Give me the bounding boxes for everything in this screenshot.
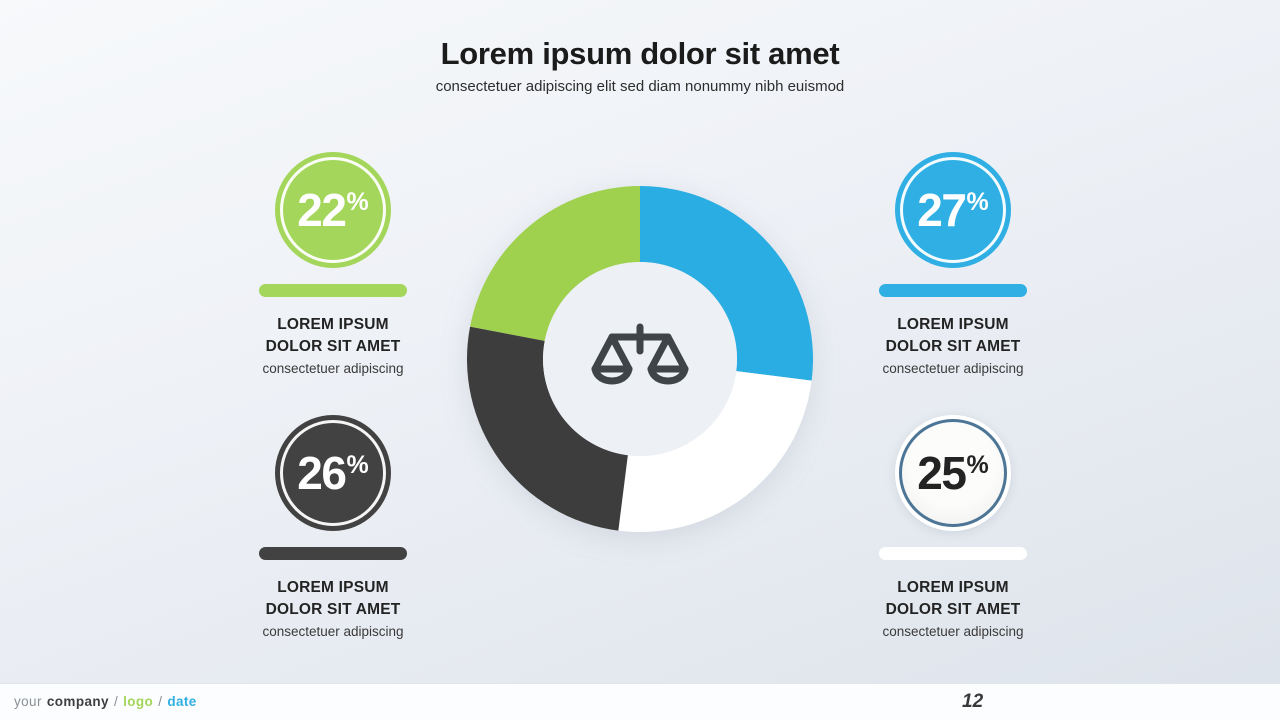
stat-block-dark: 26 % LOREM IPSUM DOLOR SIT AMET consecte… [243,415,423,639]
stat-block-blue: 27 % LOREM IPSUM DOLOR SIT AMET consecte… [863,152,1043,376]
stat-circle-inner-ring [280,157,386,263]
stat-circle-white: 25 % [895,415,1011,531]
slide-footer: your company / logo / date 12 [0,683,1280,720]
stat-heading-line2: DOLOR SIT AMET [265,338,401,355]
stat-circle-blue: 27 % [895,152,1011,268]
stat-subtext: consectetuer adipiscing [262,361,404,376]
footer-separator: / [113,694,119,709]
stat-value: 27 [917,184,967,236]
donut-segment-blue [640,186,813,381]
donut-chart-svg [467,186,813,532]
percent-sign: % [346,451,369,479]
stat-block-white: 25 % LOREM IPSUM DOLOR SIT AMET consecte… [863,415,1043,639]
page-number: 12 [962,691,984,712]
footer-brand: your company / logo / date [14,694,197,709]
scales-of-justice-icon [591,323,689,385]
footer-company: company [46,694,109,709]
page-title: Lorem ipsum dolor sit amet [440,36,840,71]
stat-percentage: 26 % [297,450,368,496]
donut-chart-hole [543,262,737,456]
stat-value: 22 [297,184,347,236]
stat-heading: LOREM IPSUM DOLOR SIT AMET [266,577,401,621]
stat-heading-line1: LOREM IPSUM [277,316,389,333]
stat-value: 26 [297,447,347,499]
stat-underline-bar [259,284,407,297]
stat-circle-inner-ring [900,157,1006,263]
footer-logo: logo [123,694,154,709]
stat-heading: LOREM IPSUM DOLOR SIT AMET [886,577,1021,621]
stat-subtext: consectetuer adipiscing [262,624,404,639]
percent-sign: % [966,188,989,216]
stat-heading: LOREM IPSUM DOLOR SIT AMET [266,314,401,358]
footer-your: your [14,694,42,709]
stat-heading-line1: LOREM IPSUM [277,579,389,596]
stat-heading-line2: DOLOR SIT AMET [885,601,1021,618]
stat-circle-green: 22 % [275,152,391,268]
stat-subtext: consectetuer adipiscing [882,624,1024,639]
stat-heading-line1: LOREM IPSUM [897,316,1009,333]
stat-underline-bar [879,547,1027,560]
stat-heading-line2: DOLOR SIT AMET [265,601,401,618]
stat-block-green: 22 % LOREM IPSUM DOLOR SIT AMET consecte… [243,152,423,376]
stat-percentage: 25 % [917,450,988,496]
stat-underline-bar [259,547,407,560]
donut-segment-white [618,371,812,532]
donut-chart [467,186,813,532]
donut-segment-dark [467,326,628,531]
stat-heading-line2: DOLOR SIT AMET [885,338,1021,355]
stat-percentage: 27 % [917,187,988,233]
stat-circle-inner-ring [280,420,386,526]
stat-circle-inner-ring [899,419,1007,527]
stat-subtext: consectetuer adipiscing [882,361,1024,376]
stat-circle-dark: 26 % [275,415,391,531]
stat-heading: LOREM IPSUM DOLOR SIT AMET [886,314,1021,358]
stat-heading-line1: LOREM IPSUM [897,579,1009,596]
percent-sign: % [346,188,369,216]
footer-date: date [167,694,197,709]
stat-value: 25 [917,447,967,499]
footer-separator: / [158,694,163,709]
stat-percentage: 22 % [297,187,368,233]
page-subtitle: consectetuer adipiscing elit sed diam no… [435,78,845,95]
donut-segment-green [470,186,640,341]
percent-sign: % [966,451,989,479]
stat-underline-bar [879,284,1027,297]
